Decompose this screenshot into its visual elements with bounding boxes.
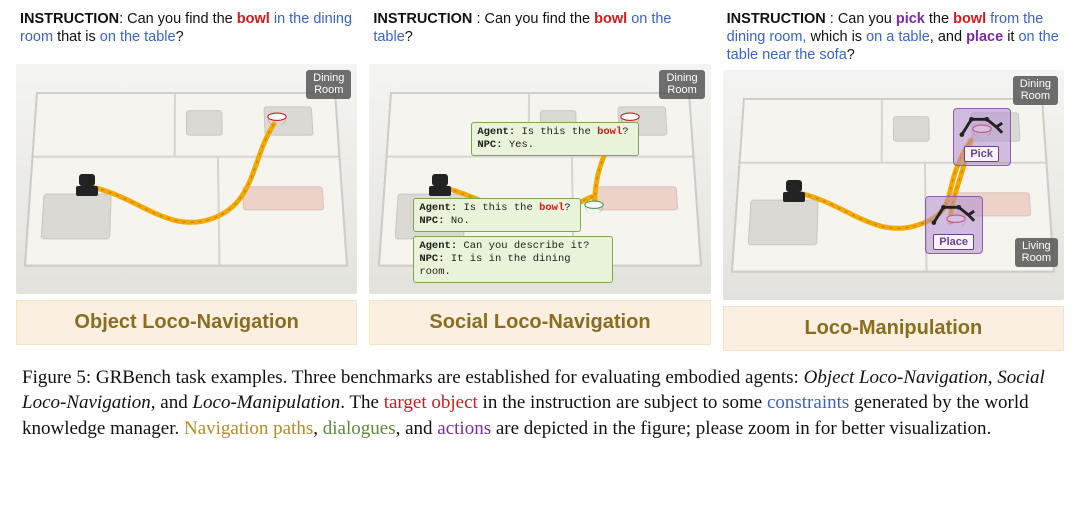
room-label: Living Room bbox=[1015, 238, 1058, 267]
panel-loco-manip: INSTRUCTION : Can you pick the bowl from… bbox=[723, 8, 1064, 351]
dialogue-box: Agent: Can you describe it?NPC: It is in… bbox=[413, 236, 613, 283]
action-place: Place bbox=[925, 196, 983, 254]
robot-icon bbox=[781, 180, 807, 206]
robot-arm-icon bbox=[930, 201, 978, 227]
action-label: Pick bbox=[964, 146, 999, 162]
panel-soc-nav: INSTRUCTION : Can you find the bowl on t… bbox=[369, 8, 710, 351]
floor bbox=[24, 92, 349, 267]
panel-title: Loco-Manipulation bbox=[723, 306, 1064, 351]
dialogue-box: Agent: Is this the bowl?NPC: No. bbox=[413, 198, 581, 232]
robot-arm-icon bbox=[958, 113, 1006, 139]
robot-icon bbox=[427, 174, 453, 200]
scene: Dining Room bbox=[16, 64, 357, 294]
room-label: Dining Room bbox=[1013, 76, 1058, 105]
bowl-icon bbox=[266, 112, 288, 127]
action-pick: Pick bbox=[953, 108, 1011, 166]
panel-title: Social Loco-Navigation bbox=[369, 300, 710, 345]
instruction-text: INSTRUCTION: Can you find the bowl in th… bbox=[16, 8, 357, 64]
instruction-text: INSTRUCTION : Can you find the bowl on t… bbox=[369, 8, 710, 64]
panel-obj-nav: INSTRUCTION: Can you find the bowl in th… bbox=[16, 8, 357, 351]
figure-panels: INSTRUCTION: Can you find the bowl in th… bbox=[16, 8, 1064, 351]
room-label: Dining Room bbox=[306, 70, 351, 99]
action-label: Place bbox=[933, 234, 974, 250]
panel-title: Object Loco-Navigation bbox=[16, 300, 357, 345]
scene: Dining Room Living Room Pick Place bbox=[723, 70, 1064, 300]
robot-icon bbox=[74, 174, 100, 200]
figure-caption: Figure 5: GRBench task examples. Three b… bbox=[16, 359, 1064, 440]
dialogue-box: Agent: Is this the bowl?NPC: Yes. bbox=[471, 122, 639, 156]
instruction-text: INSTRUCTION : Can you pick the bowl from… bbox=[723, 8, 1064, 70]
bowl-icon bbox=[583, 200, 605, 215]
room-label: Dining Room bbox=[659, 70, 704, 99]
scene: Dining Room Agent: Is this the bowl?NPC:… bbox=[369, 64, 710, 294]
